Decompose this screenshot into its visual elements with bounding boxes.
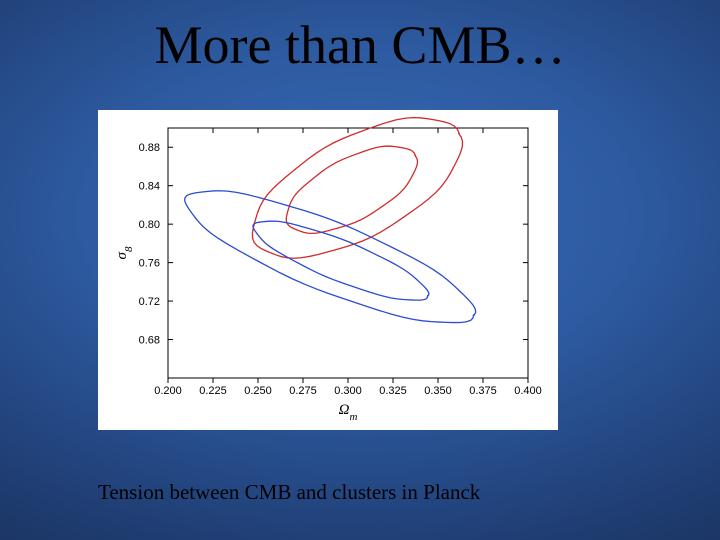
- svg-text:0.72: 0.72: [139, 296, 160, 308]
- cmb-outer-contour: [252, 118, 462, 259]
- svg-text:σ8: σ8: [114, 246, 135, 259]
- clusters-outer-contour: [185, 191, 476, 323]
- svg-text:0.350: 0.350: [424, 385, 452, 397]
- svg-text:0.225: 0.225: [199, 385, 227, 397]
- clusters-inner-contour: [253, 221, 429, 300]
- svg-text:0.68: 0.68: [139, 335, 160, 347]
- svg-text:0.200: 0.200: [154, 385, 182, 397]
- svg-text:0.76: 0.76: [139, 258, 160, 270]
- svg-text:0.84: 0.84: [139, 181, 160, 193]
- svg-text:0.80: 0.80: [139, 219, 160, 231]
- svg-text:0.375: 0.375: [469, 385, 497, 397]
- caption: Tension between CMB and clusters in Plan…: [98, 480, 480, 505]
- svg-text:0.88: 0.88: [139, 142, 160, 154]
- svg-text:0.300: 0.300: [334, 385, 362, 397]
- cmb-inner-contour: [286, 146, 417, 233]
- svg-text:0.250: 0.250: [244, 385, 272, 397]
- contour-chart: 0.200 0.225 0.250 0.275 0.300 0.325 0.350 0.375…: [98, 110, 558, 430]
- svg-text:0.400: 0.400: [514, 385, 542, 397]
- slide: More than CMB… 0.200 0.225 0.250 0.275 0.300…: [0, 0, 720, 540]
- svg-text:0.325: 0.325: [379, 385, 407, 397]
- slide-title: More than CMB…: [0, 14, 720, 76]
- chart-panel: 0.200 0.225 0.250 0.275 0.300 0.325 0.350 0.375…: [98, 110, 558, 430]
- svg-text:0.275: 0.275: [289, 385, 317, 397]
- svg-text:Ωm: Ωm: [339, 402, 358, 423]
